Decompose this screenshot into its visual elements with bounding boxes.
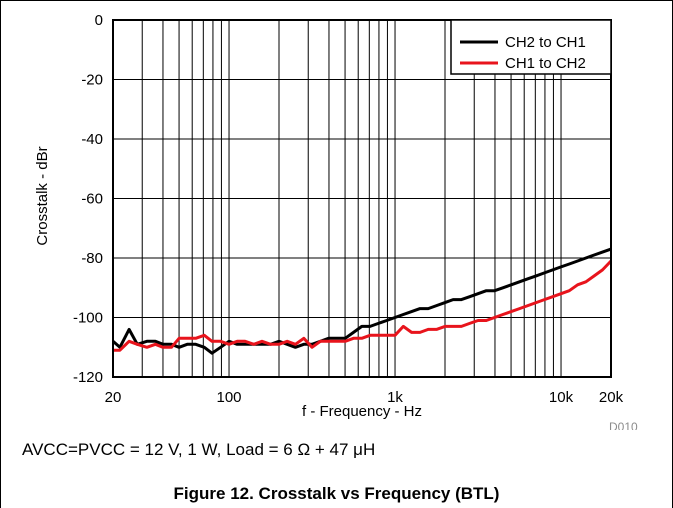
crosstalk-chart: 20 100 1k 10k 20k 0 -20 -40 -60 -80 -100 -120 CH2 … [34, 12, 638, 430]
frame-left-border [0, 0, 1, 508]
y-tick-label: -40 [81, 131, 103, 148]
x-tick-label: 20k [599, 389, 624, 406]
series-line-ch2-to-ch1 [112, 247, 612, 355]
series-lines [112, 247, 613, 355]
legend: CH2 to CH1 CH1 to CH2 [450, 19, 612, 75]
frame-top-border [0, 0, 673, 1]
y-tick-label: -100 [73, 310, 103, 327]
y-tick-label: 0 [95, 12, 103, 29]
legend-label-ch1-to-ch2: CH1 to CH2 [505, 55, 586, 72]
y-tick-label: -60 [81, 191, 103, 208]
x-tick-labels: 20 100 1k 10k 20k [105, 389, 624, 406]
y-tick-label: -20 [81, 72, 103, 89]
x-tick-label: 1k [387, 389, 403, 406]
test-conditions-text: AVCC=PVCC = 12 V, 1 W, Load = 6 Ω + 47 μ… [22, 440, 376, 459]
y-tick-label: -80 [81, 250, 103, 267]
series-line-ch1-to-ch2 [113, 259, 613, 352]
x-axis-title: f - Frequency - Hz [302, 403, 422, 420]
figure-caption: Figure 12. Crosstalk vs Frequency (BTL) [173, 484, 500, 503]
x-tick-label: 20 [105, 389, 122, 406]
y-axis-title: Crosstalk - dBr [34, 146, 51, 245]
legend-box [450, 19, 612, 75]
plot-area-border [112, 19, 612, 378]
y-tick-labels: 0 -20 -40 -60 -80 -100 -120 [73, 12, 103, 386]
x-tick-label: 10k [549, 389, 574, 406]
y-tick-label: -120 [73, 369, 103, 386]
x-tick-label: 100 [217, 389, 242, 406]
legend-label-ch2-to-ch1: CH2 to CH1 [505, 34, 586, 51]
figure-reference-id: D010 [609, 420, 638, 430]
